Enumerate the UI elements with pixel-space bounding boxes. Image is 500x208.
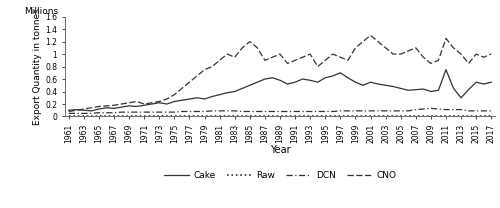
- Y-axis label: Export Quantity in tonnes: Export Quantity in tonnes: [34, 8, 42, 125]
- X-axis label: Year: Year: [270, 145, 290, 155]
- Text: Millions: Millions: [24, 7, 58, 16]
- Legend: Cake, Raw, DCN, CNO: Cake, Raw, DCN, CNO: [160, 168, 400, 184]
